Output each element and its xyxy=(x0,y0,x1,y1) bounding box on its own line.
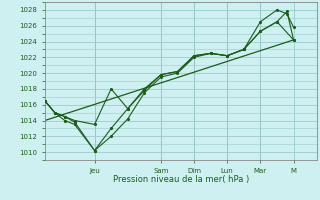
X-axis label: Pression niveau de la mer( hPa ): Pression niveau de la mer( hPa ) xyxy=(113,175,249,184)
